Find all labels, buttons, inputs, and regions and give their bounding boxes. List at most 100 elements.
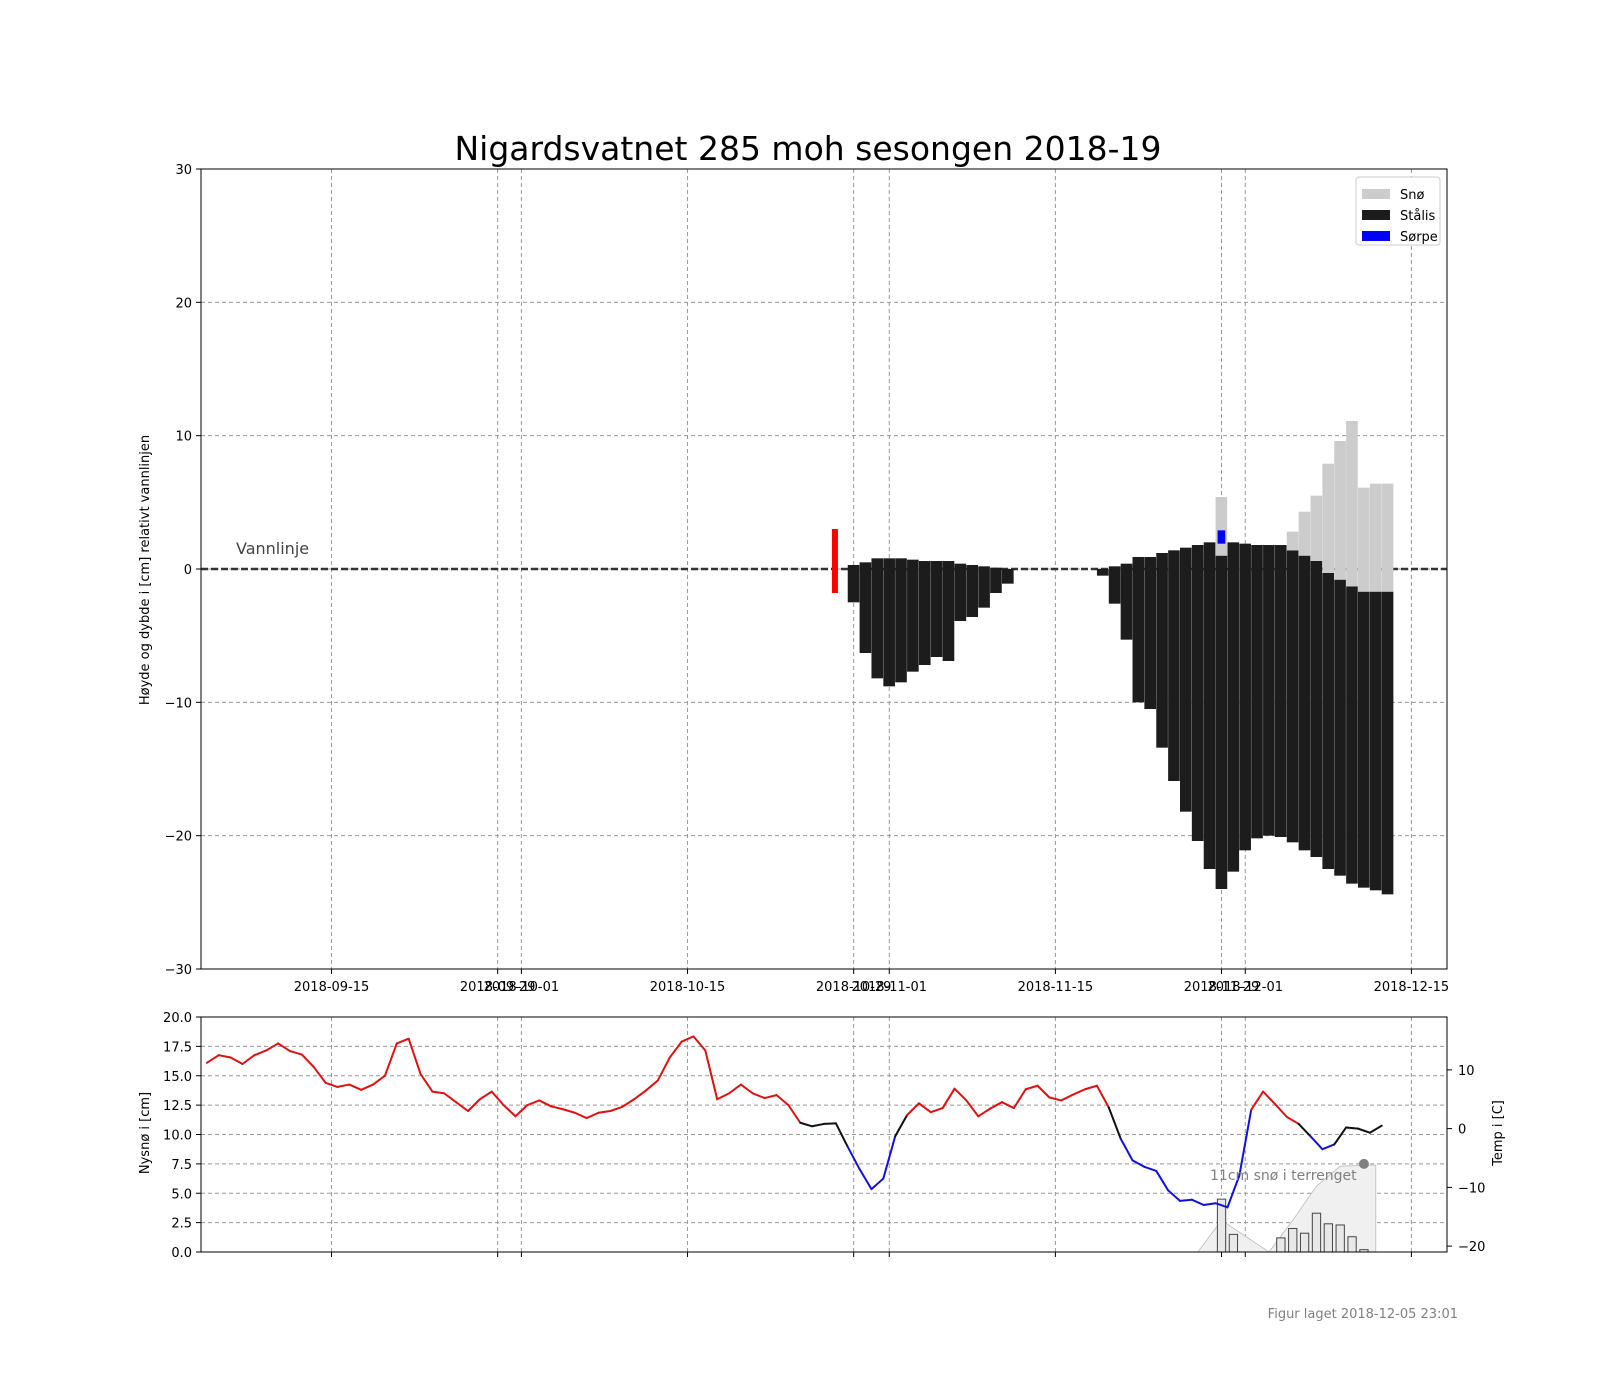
temperature-segment xyxy=(621,1098,636,1108)
waterline-label: Vannlinje xyxy=(236,539,309,558)
legend-label: Sørpe xyxy=(1400,230,1438,245)
ice-bar xyxy=(1322,573,1335,869)
ice-bar xyxy=(871,558,884,679)
snow-bar xyxy=(1322,463,1335,573)
temperature-segment xyxy=(1072,1088,1087,1096)
ice-bar xyxy=(907,559,919,672)
ice-panel-xtick-label: 2018-11-15 xyxy=(1018,980,1094,995)
temperature-segment xyxy=(336,1083,351,1088)
temperature-segment xyxy=(538,1099,553,1108)
ice-bar xyxy=(1274,545,1287,837)
temperature-segment xyxy=(265,1042,280,1052)
temperature-segment xyxy=(443,1092,458,1104)
snow-bar xyxy=(1334,441,1346,580)
weather-panel-ytick-label: 15.0 xyxy=(163,1070,192,1085)
ice-bar xyxy=(1108,566,1121,604)
temperature-segment xyxy=(490,1090,505,1107)
temperature-segment xyxy=(941,1087,956,1110)
new-snow-bar xyxy=(1299,1232,1310,1253)
temperature-segment xyxy=(1250,1090,1265,1111)
temperature-segment xyxy=(229,1056,244,1065)
ice-bar xyxy=(1168,550,1180,781)
temperature-segment xyxy=(573,1111,588,1120)
legend-swatch xyxy=(1362,189,1390,199)
ice-panel-xtick-label: 2018-10-29 xyxy=(816,980,892,995)
temperature-segment xyxy=(1285,1115,1300,1125)
temperature-segment xyxy=(917,1102,932,1114)
temperature-segment xyxy=(241,1054,256,1065)
weather-panel-grid xyxy=(201,1017,1447,1252)
ice-bar xyxy=(1120,563,1133,640)
ice-bar xyxy=(978,566,990,608)
new-snow-bar xyxy=(1347,1236,1357,1253)
weather-panel-ytick-label: 2.5 xyxy=(171,1217,192,1232)
weather-panel-snow xyxy=(1197,1158,1377,1253)
snow-bar xyxy=(1215,497,1228,556)
ice-bar xyxy=(930,561,943,657)
weather-panel: 20.0 17.5 15.0 12.5 10.0 7.5 5.0 2.5 0.0 10 0 −10 −2… xyxy=(138,1011,1506,1261)
weather-panel-ytick-label: 5.0 xyxy=(171,1187,192,1202)
ice-panel-xtick-label: 2018-11-01 xyxy=(851,980,927,995)
temperature-segment xyxy=(989,1101,1003,1110)
ice-panel-xtick-label: 2018-10-01 xyxy=(484,980,560,995)
weather-panel-ytick-label: 20.0 xyxy=(163,1011,192,1026)
temperature-segment xyxy=(502,1104,517,1118)
ice-bar xyxy=(1286,550,1299,843)
temperature-segment xyxy=(1095,1084,1110,1109)
ice-bar xyxy=(1156,553,1168,748)
ice-panel-ytick-label: 30 xyxy=(175,163,192,178)
temperature-segment xyxy=(728,1083,742,1095)
temperature-segment xyxy=(953,1087,968,1102)
temperature-segment xyxy=(1024,1084,1039,1091)
temperature-segment xyxy=(205,1054,220,1064)
new-snow-bar xyxy=(1288,1228,1298,1253)
temperature-segment xyxy=(1262,1090,1276,1105)
ice-panel-ytick-label: 10 xyxy=(175,430,192,445)
temperature-segment xyxy=(277,1042,291,1053)
weather-panel-axes: 20.0 17.5 15.0 12.5 10.0 7.5 5.0 2.5 0.0 10 0 −10 −2… xyxy=(163,1011,1485,1261)
ice-bar xyxy=(1180,547,1192,812)
legend-swatch xyxy=(1362,210,1390,220)
temperature-segment xyxy=(1345,1126,1359,1130)
ice-panel-xtick-label: 2018-09-29 xyxy=(460,980,536,995)
temperature-segment xyxy=(431,1090,446,1095)
temperature-segment xyxy=(348,1083,363,1091)
ice-panel-bars xyxy=(201,421,1447,895)
temperature-segment xyxy=(514,1104,529,1118)
ice-bar xyxy=(1215,555,1228,889)
temperature-segment xyxy=(1119,1137,1134,1162)
temperature-segment xyxy=(550,1105,564,1111)
temperature-segment xyxy=(656,1056,671,1082)
weather-panel-y2tick-label: 0 xyxy=(1458,1123,1466,1138)
weather-panel-ytick-label: 12.5 xyxy=(163,1099,192,1114)
temperature-segment xyxy=(645,1079,659,1092)
ice-panel-ytick-label: −20 xyxy=(165,830,192,845)
snow-bar xyxy=(1358,487,1370,592)
temperature-segment xyxy=(739,1083,754,1095)
weather-panel-ytick-label: 17.5 xyxy=(163,1040,192,1055)
temperature-segment xyxy=(1202,1202,1217,1206)
temperature-segment xyxy=(716,1092,731,1101)
temperature-segment xyxy=(834,1122,849,1148)
temperature-segment xyxy=(633,1089,647,1101)
temperature-segment xyxy=(312,1065,327,1084)
legend-label: Snø xyxy=(1400,188,1424,203)
new-snow-bar xyxy=(1228,1233,1239,1253)
new-snow-bar xyxy=(1276,1237,1286,1253)
snow-bar xyxy=(1286,531,1299,551)
ice-bar xyxy=(966,565,979,617)
ice-bar xyxy=(1227,542,1240,872)
temperature-segment xyxy=(383,1042,398,1077)
weather-panel-y2tick-label: 10 xyxy=(1458,1064,1475,1079)
ice-bar xyxy=(1251,545,1263,839)
snow-bar xyxy=(1346,421,1358,587)
temperature-segment xyxy=(1333,1126,1348,1146)
snow-bar xyxy=(1298,511,1311,556)
temperature-segment xyxy=(882,1135,897,1180)
ice-bar xyxy=(1381,591,1394,895)
temperature-segment xyxy=(1238,1108,1253,1177)
weather-panel-ytick-label: 7.5 xyxy=(171,1158,192,1173)
ice-panel-ytick-label: −10 xyxy=(165,696,192,711)
temperature-segment xyxy=(787,1104,802,1124)
